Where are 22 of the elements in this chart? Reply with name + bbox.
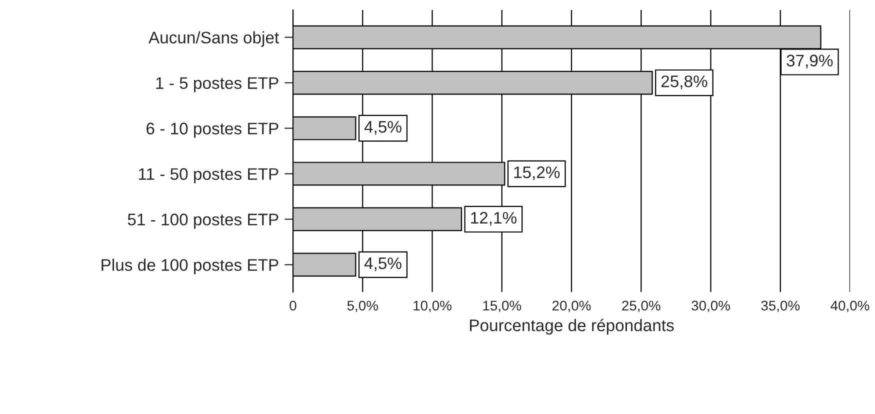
x-tick-label: 5,0% — [347, 300, 378, 312]
y-tick-label: Aucun/Sans objet — [148, 31, 279, 47]
data-label: 15,2% — [514, 166, 560, 180]
x-tick-label: 35,0% — [761, 300, 800, 312]
data-label: 25,8% — [661, 75, 708, 90]
x-tick-label: 20,0% — [552, 300, 591, 312]
y-tick-label: Plus de 100 postes ETP — [102, 258, 278, 274]
x-tick-label: 40,0% — [830, 300, 870, 312]
data-label: 4,5% — [364, 257, 402, 272]
x-tick-label: 30,0% — [692, 300, 730, 312]
data-label: 4,5% — [364, 121, 402, 135]
data-label: 37,9% — [786, 54, 833, 68]
y-tick-label: 6 - 10 postes ETP — [146, 122, 278, 138]
y-tick-label: 1 - 5 postes ETP — [156, 77, 278, 92]
x-tick-label: 15,0% — [483, 300, 522, 312]
x-tick-label: 25,0% — [622, 300, 660, 312]
y-tick-label: 11 - 50 postes ETP — [138, 168, 278, 184]
data-label: 12,1% — [471, 212, 516, 226]
y-tick-label: 51 - 100 postes ETP — [128, 214, 278, 229]
x-tick-label: 0 — [290, 300, 296, 311]
x-tick-label: 10,0% — [414, 300, 452, 312]
x-axis-title: Pourcentage de répondants — [470, 318, 674, 335]
